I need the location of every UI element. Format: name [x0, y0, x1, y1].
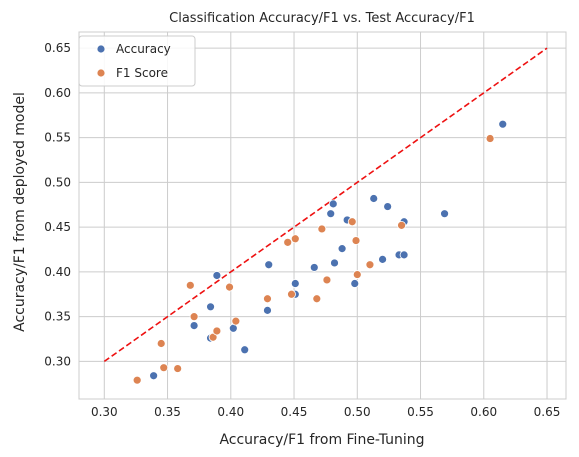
accuracy-point — [383, 202, 393, 211]
f1-score-point — [485, 134, 495, 143]
grid — [79, 32, 566, 399]
f1-score-point — [263, 294, 272, 304]
y-tick-label: 0.40 — [44, 265, 71, 279]
legend-marker — [96, 44, 106, 54]
f1-score-point — [290, 234, 300, 244]
f1-score-point — [185, 280, 195, 290]
legend-label: Accuracy — [116, 42, 171, 56]
accuracy-point — [369, 194, 379, 203]
legend-box — [78, 35, 196, 87]
x-tick-label: 0.40 — [217, 405, 244, 419]
data-points — [132, 119, 508, 385]
y-tick-label: 0.45 — [44, 220, 71, 234]
accuracy-point — [189, 321, 199, 331]
legend-label: F1 Score — [116, 66, 168, 80]
f1-score-point — [283, 237, 293, 247]
y-tick-label: 0.65 — [44, 41, 71, 55]
accuracy-point — [309, 263, 319, 272]
accuracy-point — [378, 254, 387, 264]
accuracy-point — [440, 209, 449, 219]
x-tick-label: 0.60 — [470, 405, 497, 419]
chart-title: Classification Accuracy/F1 vs. Test Accu… — [169, 11, 475, 26]
f1-score-point — [189, 312, 199, 322]
f1-score-point — [212, 326, 222, 336]
reference-line-y-equals-x — [103, 47, 548, 363]
x-tick-label: 0.50 — [344, 405, 371, 419]
f1-score-point — [347, 217, 357, 227]
accuracy-point — [290, 279, 300, 288]
x-tick-label: 0.45 — [281, 405, 308, 419]
f1-score-point — [208, 332, 218, 342]
accuracy-point — [399, 250, 409, 260]
x-axis-label: Accuracy/F1 from Fine-Tuning — [219, 432, 424, 448]
legend-marker — [96, 68, 106, 78]
accuracy-point — [240, 345, 250, 355]
accuracy-point — [498, 119, 508, 129]
f1-score-point — [287, 289, 296, 299]
f1-score-point — [365, 260, 375, 270]
accuracy-point — [350, 279, 360, 288]
f1-score-point — [225, 282, 234, 292]
y-tick-label: 0.50 — [44, 175, 71, 189]
f1-score-point — [322, 275, 332, 285]
f1-score-point — [231, 316, 241, 326]
x-tick-label: 0.35 — [154, 405, 181, 419]
accuracy-point — [264, 260, 274, 270]
f1-score-point — [397, 220, 406, 230]
x-tick-labels: 0.30 0.35 0.40 0.45 0.50 0.55 0.60 0.65 — [91, 405, 560, 419]
x-tick-label: 0.30 — [91, 405, 118, 419]
f1-score-point — [156, 339, 166, 348]
f1-score-point — [312, 294, 322, 304]
legend: Accuracy F1 Score — [78, 35, 196, 87]
accuracy-point — [212, 271, 222, 280]
accuracy-point — [149, 371, 159, 381]
accuracy-point — [337, 244, 347, 254]
f1-score-point — [173, 364, 183, 373]
x-tick-label: 0.55 — [407, 405, 434, 419]
accuracy-point — [328, 199, 338, 209]
y-tick-label: 0.35 — [44, 310, 71, 324]
y-tick-labels: 0.30 0.35 0.40 0.45 0.50 0.55 0.60 0.65 — [44, 41, 71, 368]
f1-score-point — [352, 270, 362, 279]
x-tick-label: 0.65 — [534, 405, 561, 419]
y-tick-label: 0.55 — [44, 131, 71, 145]
f1-score-point — [132, 375, 142, 385]
accuracy-point — [263, 305, 272, 315]
accuracy-point — [206, 302, 215, 312]
f1-score-point — [317, 224, 327, 234]
accuracy-point — [330, 258, 339, 268]
f1-score-point — [351, 236, 361, 245]
y-axis-label: Accuracy/F1 from deployed model — [12, 92, 28, 332]
f1-score-point — [159, 363, 169, 373]
y-tick-label: 0.60 — [44, 86, 71, 100]
y-tick-label: 0.30 — [44, 354, 71, 368]
accuracy-point — [326, 209, 336, 219]
plot-area — [78, 31, 567, 400]
